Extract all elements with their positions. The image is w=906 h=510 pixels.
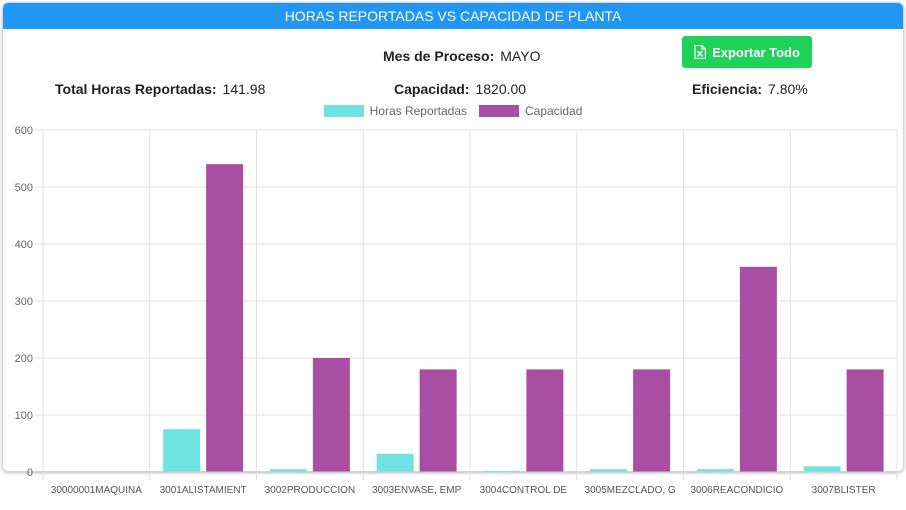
efficiency-value: 7.80% — [768, 81, 808, 97]
x-tick-label: 3001ALISTAMIENT — [160, 485, 247, 496]
process-month-value: MAYO — [500, 48, 541, 64]
y-tick-label: 500 — [15, 182, 33, 194]
process-month-label: Mes de Proceso: — [383, 48, 495, 64]
bar-capacidad — [312, 358, 350, 472]
legend-label-horas: Horas Reportadas — [369, 104, 467, 118]
bar-horas — [163, 429, 201, 472]
y-tick-label: 300 — [15, 296, 33, 308]
x-tick-label: 3006REACONDICIO — [690, 485, 783, 496]
capacity-info: Capacidad: 1820.00 — [394, 81, 526, 97]
bar-capacidad — [526, 369, 564, 472]
capacity-value: 1820.00 — [475, 81, 527, 97]
y-tick-label: 600 — [15, 125, 33, 137]
bar-capacidad — [419, 369, 457, 472]
chart-legend: Horas Reportadas Capacidad — [0, 104, 906, 118]
total-hours-value: 141.98 — [222, 81, 266, 97]
x-tick-label: 30000001MAQUINA — [51, 485, 142, 496]
bar-horas — [590, 469, 628, 472]
y-tick-label: 400 — [15, 239, 33, 251]
total-hours-info: Total Horas Reportadas: 141.98 — [55, 81, 265, 97]
efficiency-info: Eficiencia: 7.80% — [692, 81, 808, 97]
legend-label-capacidad: Capacidad — [525, 104, 583, 118]
x-tick-label: 3005MEZCLADO, G — [585, 485, 676, 496]
export-all-label: Exportar Todo — [712, 44, 800, 60]
bar-horas — [483, 470, 521, 472]
y-tick-label: 200 — [15, 353, 33, 365]
x-tick-label: 3004CONTROL DE — [480, 485, 568, 496]
process-month-info: Mes de Proceso: MAYO — [383, 48, 540, 64]
x-tick-label: 3007BLISTER — [812, 485, 876, 496]
legend-swatch-capacidad — [479, 105, 519, 117]
x-tick-label: 3003ENVASE, EMP — [372, 485, 462, 496]
legend-item-horas[interactable]: Horas Reportadas — [323, 104, 467, 118]
y-tick-label: 100 — [15, 410, 33, 422]
y-tick-label: 0 — [27, 467, 33, 479]
bar-horas — [696, 469, 734, 472]
efficiency-label: Eficiencia: — [692, 81, 763, 97]
bar-capacidad — [206, 164, 244, 472]
x-tick-label: 3002PRODUCCION — [265, 485, 356, 496]
bar-horas — [803, 466, 841, 472]
bar-capacidad — [633, 369, 671, 472]
legend-swatch-horas — [323, 105, 364, 117]
bar-capacidad — [739, 266, 777, 472]
total-hours-label: Total Horas Reportadas: — [55, 81, 217, 97]
export-all-button[interactable]: Exportar Todo — [682, 36, 812, 68]
excel-file-icon — [694, 45, 707, 59]
legend-item-capacidad[interactable]: Capacidad — [479, 104, 582, 118]
panel-title: HORAS REPORTADAS VS CAPACIDAD DE PLANTA — [3, 3, 903, 29]
bar-capacidad — [846, 369, 884, 472]
capacity-label: Capacidad: — [394, 81, 470, 97]
bar-horas — [269, 469, 307, 472]
bar-horas — [376, 453, 414, 472]
